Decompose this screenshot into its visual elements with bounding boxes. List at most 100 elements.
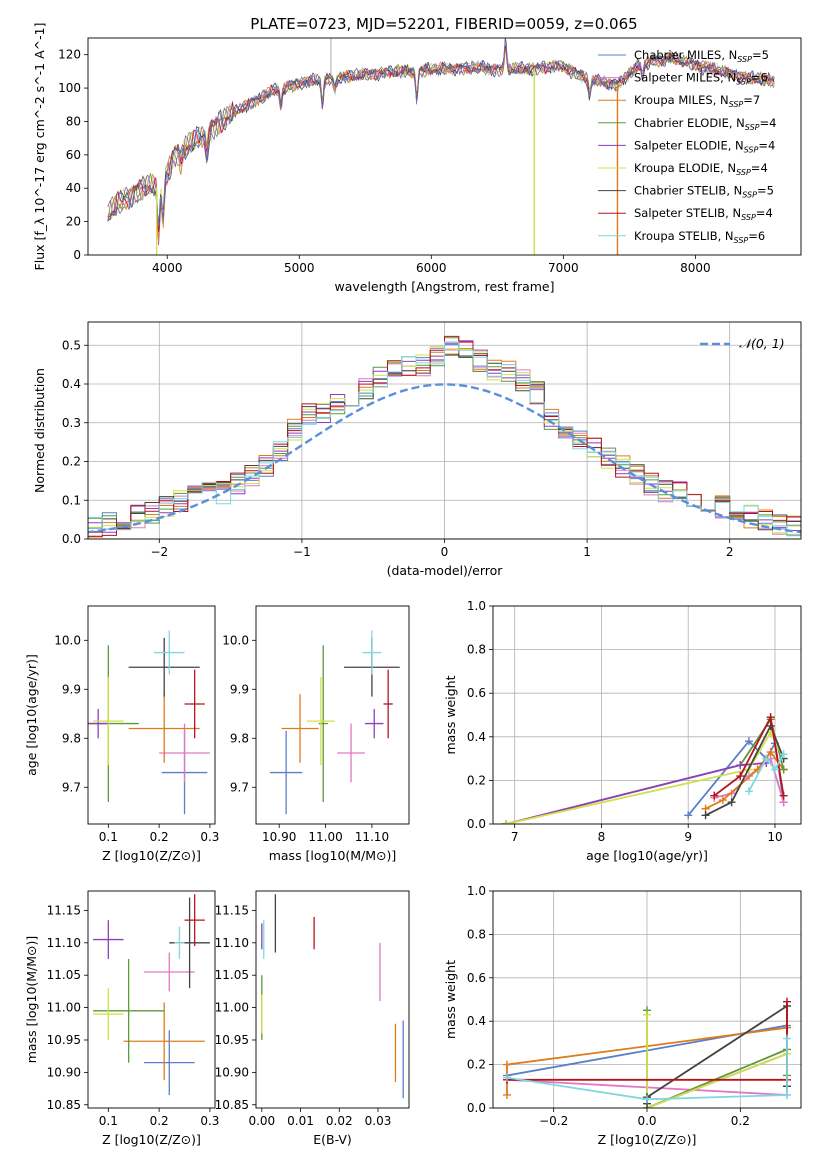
y-tick-label: 10.95: [47, 1033, 81, 1047]
weight-marker-chabrier-stelib: [727, 798, 736, 807]
chart-spectrum: 4000 5000 6000 7000 8000 0 20 40 60 80 100 120 wavel…: [32, 23, 802, 294]
x-tick-label: 11.00: [308, 830, 342, 844]
chart-age-vs-Z: 0.1 0.2 0.3 9.7 9.8 9.9 10.0 Z [log10(Z/Z⊙)] age…: [24, 605, 219, 863]
legend-equals: =: [751, 71, 761, 85]
y-tick-label: 0.5: [62, 338, 81, 352]
errorbar-point-salpeter-miles: [143, 952, 195, 992]
y-tick-label: 11.00: [47, 1001, 81, 1015]
weight-line-kroupa-elodie: [505, 730, 785, 824]
spectrum-line-chabrier-miles: [107, 41, 775, 227]
weight-marker-kroupa-stelib: [503, 1073, 511, 1082]
legend-nssp-prefix: , N: [728, 138, 744, 152]
y-axis-label: age [log10(age/yr)]: [24, 654, 39, 776]
axes-frame: [255, 890, 410, 1109]
legend-ssp-subscript: SSP: [742, 191, 757, 200]
errorbar-point-kroupa-miles: [281, 694, 319, 763]
legend-nssp-value: 5: [767, 184, 774, 198]
weight-marker-chabrier-miles: [684, 811, 693, 820]
plot-area: [88, 335, 801, 538]
legend-model-name: Salpeter MILES: [634, 71, 720, 85]
x-tick-label: 11.10: [355, 830, 389, 844]
errorbar-point-chabrier-miles: [269, 730, 303, 815]
axes-frame: [87, 321, 802, 540]
weight-line-kroupa-elodie: [646, 1014, 788, 1108]
legend-ssp-subscript: SSP: [741, 213, 756, 222]
legend-nssp-value: 5: [762, 48, 769, 62]
x-tick-label: 8000: [680, 261, 711, 275]
x-axis-label: mass [log10(M/M⊙)]: [269, 848, 397, 863]
legend-nssp-prefix: , N: [718, 229, 734, 243]
y-tick-label: 9.8: [230, 731, 249, 745]
errorbar-point-kroupa-elodie: [93, 677, 124, 766]
legend-nssp-value: 4: [765, 206, 772, 220]
weight-marker-kroupa-miles: [503, 1090, 511, 1099]
weight-marker-kroupa-elodie: [643, 1010, 651, 1019]
axes-frame: [492, 605, 802, 825]
y-tick-label: 0.2: [467, 1058, 486, 1072]
legend-equals: =: [748, 229, 758, 243]
chart-age-vs-mass: 10.90 11.00 11.10 9.7 9.8 9.9 10.0 mass [log10(…: [222, 605, 410, 863]
chart-mass-vs-Z: 0.1 0.2 0.3 10.85 10.90 10.95 11.00 11.05 11.10 1…: [24, 890, 219, 1147]
y-tick-label: 9.8: [62, 731, 81, 745]
y-tick-label: 1.0: [467, 884, 486, 898]
axes-frame: [492, 890, 802, 1109]
legend-equals: =: [752, 48, 762, 62]
weight-marker-salpeter-elodie: [736, 761, 745, 770]
legend-label: Salpeter ELODIE, NSSP=4: [634, 138, 775, 154]
x-tick-label: 7: [511, 830, 519, 844]
legend-model-name: Salpeter ELODIE: [634, 138, 728, 152]
legend-ssp-subscript: SSP: [736, 78, 751, 87]
legend-model-name: Kroupa MILES: [634, 93, 713, 107]
legend-equals: =: [758, 138, 768, 152]
x-tick-label: 5000: [284, 261, 315, 275]
y-tick-label: 0.4: [467, 730, 486, 744]
x-tick-label: 0.1: [99, 1114, 118, 1128]
legend-label: 𝒩(0, 1): [739, 336, 785, 351]
y-tick-label: 0.1: [62, 493, 81, 507]
weight-line-chabrier-stelib: [705, 723, 785, 817]
legend-nssp-value: 7: [753, 93, 760, 107]
x-tick-label: 0.01: [287, 1114, 314, 1128]
y-tick-label: 9.7: [230, 780, 249, 794]
x-axis-label: Z [log10(Z/Z⊙)]: [598, 1132, 697, 1147]
weight-marker-kroupa-stelib: [643, 1095, 651, 1104]
y-tick-label: 9.7: [62, 780, 81, 794]
y-axis-label: mass weight: [443, 675, 458, 754]
errorbar-point-salpeter-elodie: [364, 708, 384, 739]
y-tick-label: 9.9: [62, 682, 81, 696]
errorbar-point-chabrier-elodie: [93, 959, 165, 1063]
errorbar-point-kroupa-elodie: [93, 988, 124, 1040]
legend-nssp-prefix: , N: [729, 116, 745, 130]
errorbar-point-salpeter-stelib: [184, 894, 205, 947]
y-tick-label: 11.05: [215, 968, 249, 982]
weight-marker-kroupa-miles: [718, 796, 727, 805]
y-tick-label: 0.0: [467, 1101, 486, 1115]
y-axis-label: Flux [f_λ 10^-17 erg cm^-2 s^-1 A^-1]: [32, 23, 47, 271]
weight-marker-chabrier-stelib: [701, 811, 710, 820]
y-tick-label: 10.0: [222, 633, 249, 647]
y-axis-label: Normed distribution: [32, 368, 47, 493]
y-tick-label: 0.6: [467, 686, 486, 700]
legend-model-name: Chabrier ELODIE: [634, 116, 729, 130]
y-tick-label: 0.2: [62, 455, 81, 469]
x-tick-label: 0.03: [365, 1114, 392, 1128]
y-tick-label: 11.05: [47, 968, 81, 982]
y-tick-label: 60: [66, 148, 81, 162]
legend-label: Chabrier ELODIE, NSSP=4: [634, 116, 776, 132]
legend-ssp-subscript: SSP: [729, 100, 744, 109]
legend-model-name: Kroupa ELODIE: [634, 161, 720, 175]
weight-marker-salpeter-stelib: [736, 772, 745, 781]
plot-area: [93, 894, 210, 1096]
y-tick-label: 40: [66, 181, 81, 195]
legend-equals: =: [760, 116, 770, 130]
weight-line-kroupa-stelib: [506, 1038, 788, 1101]
legend-label: Chabrier MILES, NSSP=5: [634, 48, 769, 64]
y-tick-label: 0.0: [62, 532, 81, 546]
y-tick-label: 0.2: [467, 773, 486, 787]
plot-area: [503, 997, 791, 1108]
x-axis-label: age [log10(age/yr)]: [586, 848, 708, 863]
legend-nssp-value: 4: [768, 138, 775, 152]
y-tick-label: 11.10: [47, 936, 81, 950]
errorbar-point-kroupa-miles: [123, 1002, 205, 1081]
